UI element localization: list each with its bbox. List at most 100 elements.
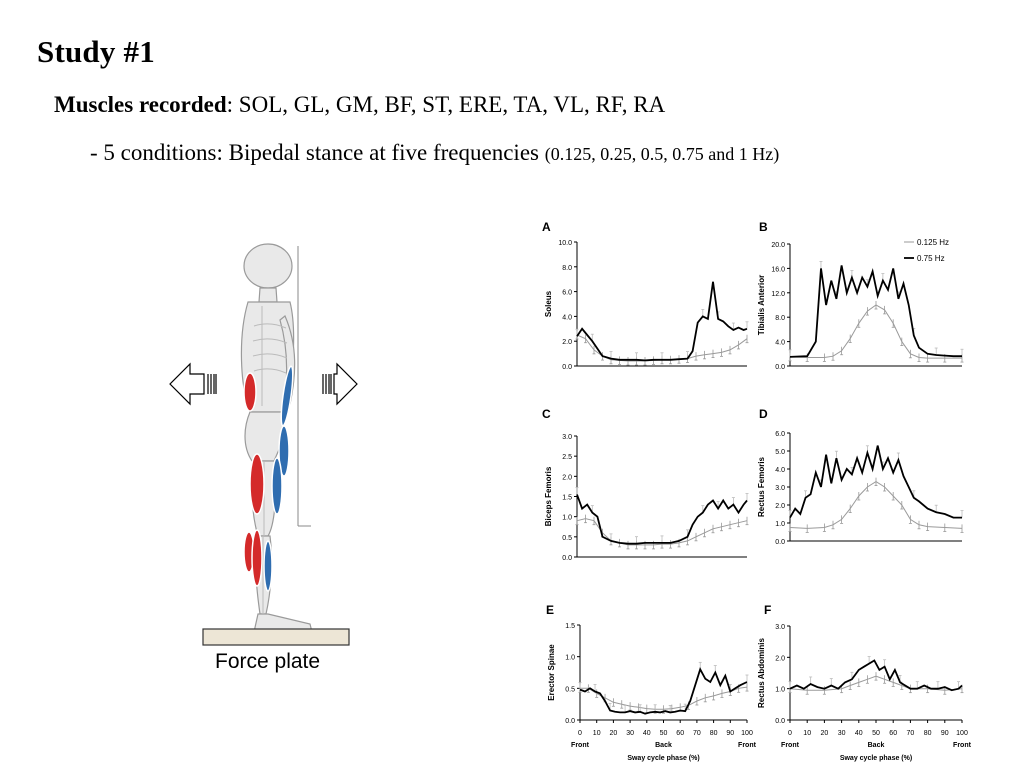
gluteus-muscle (243, 372, 257, 412)
x-tick-label-F: 60 (889, 730, 897, 737)
x-tick-label-E: 80 (710, 730, 718, 737)
y-tick-label-C: 1.0 (562, 515, 572, 522)
panel-label-E: E (546, 603, 554, 617)
x-tick-label-E: 10 (593, 730, 601, 737)
x-tick-label-E: 0 (578, 730, 582, 737)
x-axis-label-F: Sway cycle phase (%) (840, 755, 912, 762)
x-tick-label-E: 50 (660, 730, 668, 737)
x-category-label-E: Front (571, 742, 590, 749)
y-tick-label-D: 3.0 (775, 485, 785, 492)
x-category-label-F: Front (781, 742, 800, 749)
quadriceps-muscle-2 (271, 457, 283, 515)
y-tick-label-B: 12.0 (771, 291, 785, 298)
y-tick-label-A: 0.0 (562, 364, 572, 371)
y-tick-label-C: 3.0 (562, 434, 572, 441)
x-tick-label-F: 0 (788, 730, 792, 737)
panel-label-A: A (542, 220, 551, 234)
x-category-label-E: Back (655, 742, 672, 749)
hamstring-muscle (249, 453, 265, 515)
right-arrow-icon (322, 362, 358, 406)
y-tick-label-B: 16.0 (771, 266, 785, 273)
x-tick-label-E: 20 (610, 730, 618, 737)
series-line-B-0-125hz (789, 304, 962, 359)
panel-label-C: C (542, 407, 551, 421)
y-tick-label-D: 4.0 (775, 467, 785, 474)
body-illustration (169, 243, 358, 646)
y-tick-label-B: 8.0 (775, 315, 785, 322)
series-line-E-0-125hz (580, 686, 748, 710)
x-tick-label-F: 40 (855, 730, 863, 737)
x-tick-label-F: 100 (956, 730, 968, 737)
tibialis-muscle (263, 540, 273, 592)
legend-label-0-75hz: 0.75 Hz (917, 254, 945, 263)
series-line-D-0-125hz (789, 481, 963, 529)
muscles-recorded-line: Muscles recorded: SOL, GL, GM, BF, ST, E… (54, 92, 665, 118)
y-tick-label-A: 10.0 (558, 240, 572, 247)
y-axis-label-A: Soleus (544, 290, 553, 317)
conditions-line: - 5 conditions: Bipedal stance at five f… (90, 140, 779, 166)
y-tick-label-A: 6.0 (562, 290, 572, 297)
y-tick-label-E: 1.0 (565, 655, 575, 662)
y-tick-label-E: 0.0 (565, 718, 575, 725)
x-tick-label-E: 60 (676, 730, 684, 737)
y-tick-label-D: 5.0 (775, 449, 785, 456)
slide-title: Study #1 (37, 34, 155, 69)
y-axis-label-E: Erector Spinae (547, 644, 556, 701)
series-line-C-0-75hz (576, 494, 748, 545)
y-tick-label-D: 2.0 (775, 503, 785, 510)
y-axis-label-D: Rectus Femoris (757, 456, 766, 517)
conditions-text: - 5 conditions: Bipedal stance at five f… (90, 140, 545, 165)
series-line-E-0-75hz (579, 666, 748, 715)
panel-label-D: D (759, 407, 768, 421)
y-axis-label-B: Tibialis Anterior (757, 275, 766, 335)
y-tick-label-F: 0.0 (775, 718, 785, 725)
panel-label-F: F (764, 603, 771, 617)
y-tick-label-B: 0.0 (775, 364, 785, 371)
y-tick-label-C: 0.0 (562, 555, 572, 562)
x-category-label-F: Back (868, 742, 885, 749)
series-line-B-0-75hz (789, 265, 962, 358)
calf-muscle-2 (251, 529, 263, 587)
y-axis-label-C: Biceps Femoris (544, 466, 553, 526)
panel-label-B: B (759, 220, 768, 234)
y-tick-label-E: 0.5 (565, 686, 575, 693)
y-tick-label-D: 0.0 (775, 539, 785, 546)
y-tick-label-C: 1.5 (562, 495, 572, 502)
left-arrow-icon (169, 362, 217, 406)
x-tick-label-E: 30 (626, 730, 634, 737)
series-line-F-0-75hz (789, 659, 963, 692)
quadriceps-muscle-1 (278, 425, 290, 477)
x-tick-label-E: 90 (726, 730, 734, 737)
y-tick-label-F: 1.0 (775, 687, 785, 694)
y-tick-label-E: 1.5 (565, 623, 575, 630)
x-tick-label-F: 70 (907, 730, 915, 737)
y-tick-label-C: 2.0 (562, 474, 572, 481)
y-tick-label-F: 2.0 (775, 655, 785, 662)
series-line-F-0-125hz (789, 675, 963, 691)
x-tick-label-E: 70 (693, 730, 701, 737)
y-axis-label-F: Rectus Abdominis (757, 637, 766, 707)
x-tick-label-F: 80 (924, 730, 932, 737)
x-category-label-E: Front (738, 742, 757, 749)
x-tick-label-F: 20 (821, 730, 829, 737)
y-tick-label-B: 4.0 (775, 340, 785, 347)
y-tick-label-D: 6.0 (775, 431, 785, 438)
series-line-D-0-75hz (789, 445, 962, 519)
force-plate (202, 628, 350, 646)
x-tick-label-F: 90 (941, 730, 949, 737)
x-category-label-F: Front (953, 742, 972, 749)
muscles-list: : SOL, GL, GM, BF, ST, ERE, TA, VL, RF, … (226, 92, 666, 117)
x-tick-label-F: 50 (872, 730, 880, 737)
force-plate-label: Force plate (215, 650, 321, 673)
y-tick-label-F: 3.0 (775, 624, 785, 631)
x-tick-label-F: 10 (803, 730, 811, 737)
x-tick-label-F: 30 (838, 730, 846, 737)
y-tick-label-D: 1.0 (775, 521, 785, 528)
x-tick-label-E: 40 (643, 730, 651, 737)
series-line-A-0-75hz (576, 281, 748, 362)
x-axis-label-E: Sway cycle phase (%) (627, 755, 699, 762)
y-tick-label-A: 2.0 (562, 339, 572, 346)
y-tick-label-C: 2.5 (562, 454, 572, 461)
conditions-detail: (0.125, 0.25, 0.5, 0.75 and 1 Hz) (544, 144, 780, 164)
